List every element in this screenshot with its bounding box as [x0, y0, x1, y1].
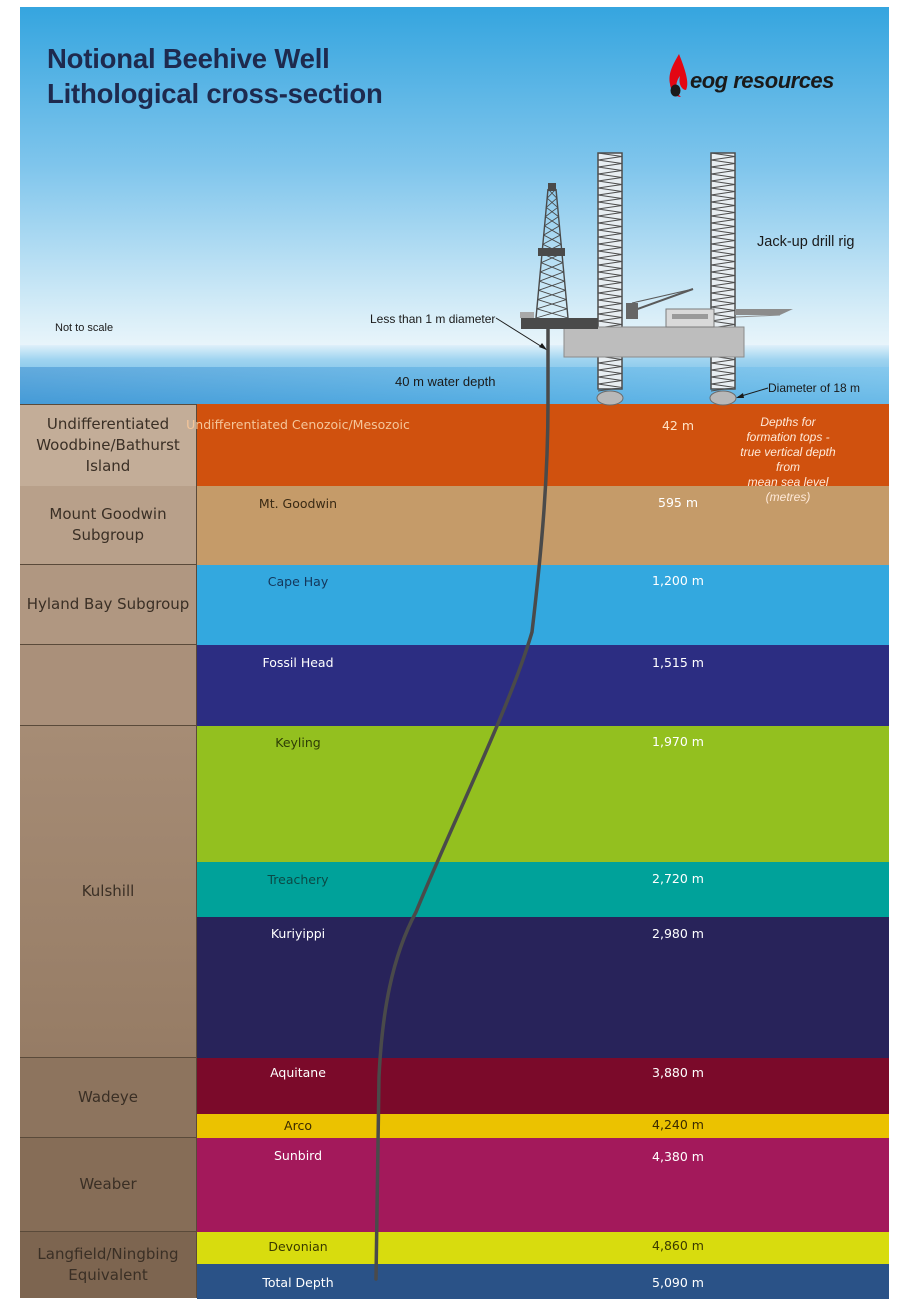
- rig-hull: [563, 326, 745, 358]
- formation-name-keyling: Keyling: [275, 735, 321, 750]
- formation-depth-undifferentiated: 42 m: [661, 418, 695, 433]
- formation-depth-arco: 4,240 m: [652, 1117, 704, 1132]
- layer-devonian: [197, 1232, 889, 1264]
- formation-name-sunbird: Sunbird: [273, 1148, 323, 1163]
- layer-keyling: [197, 726, 889, 862]
- depth-note: Depths for formation tops - true vertica…: [740, 415, 836, 504]
- rig-crane: [631, 288, 694, 312]
- layer-undifferentiated: [197, 404, 889, 486]
- formation-name-aquitane: Aquitane: [270, 1065, 326, 1080]
- formation-name-treachery: Treachery: [267, 872, 329, 887]
- cross-section-frame: Notional Beehive Well Lithological cross…: [20, 7, 889, 1299]
- leg-diameter-label: Diameter of 18 m: [768, 381, 861, 395]
- group-woodbine: Undifferentiated Woodbine/Bathurst Islan…: [20, 404, 197, 487]
- layer-sunbird: [197, 1138, 889, 1232]
- flame-icon: [669, 54, 688, 97]
- layer-cape-hay: [197, 565, 889, 645]
- rig-leg-right: [709, 152, 737, 406]
- formation-depth-sunbird: 4,380 m: [652, 1149, 704, 1164]
- group-mount-goodwin: Mount Goodwin Subgroup: [20, 486, 197, 565]
- well-bore-path: [374, 325, 550, 1281]
- formation-depth-keyling: 1,970 m: [652, 734, 704, 749]
- layer-fossil-head: [197, 645, 889, 726]
- layer-arco: [197, 1114, 889, 1138]
- formation-depth-cape-hay: 1,200 m: [652, 573, 704, 588]
- formation-name-kuriyippi: Kuriyippi: [270, 926, 326, 941]
- formation-depth-devonian: 4,860 m: [652, 1238, 704, 1253]
- group-unnamed: [20, 645, 197, 726]
- rig-leg-left: [596, 152, 624, 406]
- page-title-line1: Notional Beehive Well: [47, 43, 330, 74]
- rig-helideck: [735, 309, 793, 315]
- logo-text: eog resources: [690, 68, 834, 93]
- formation-name-arco: Arco: [284, 1118, 312, 1133]
- sea-band: [20, 367, 889, 404]
- formation-name-total-depth: Total Depth: [262, 1275, 334, 1290]
- formation-depth-aquitane: 3,880 m: [652, 1065, 704, 1080]
- layer-treachery: [197, 862, 889, 917]
- layer-kuriyippi: [197, 917, 889, 1058]
- group-hyland-bay: Hyland Bay Subgroup: [20, 565, 197, 645]
- formation-depth-fossil-head: 1,515 m: [652, 655, 704, 670]
- eog-logo: eog resources: [666, 52, 866, 102]
- rig-and-well-scene: [374, 152, 793, 1281]
- formation-depth-mt-goodwin: 595 m: [657, 495, 699, 510]
- pipe-diameter-label: Less than 1 m diameter: [370, 312, 496, 326]
- formation-name-cape-hay: Cape Hay: [267, 574, 329, 589]
- page-title-line2: Lithological cross-section: [47, 78, 383, 109]
- formation-name-mt-goodwin: Mt. Goodwin: [258, 496, 338, 511]
- group-kulshill: Kulshill: [20, 726, 197, 1058]
- rig-drill-floor: [521, 318, 598, 329]
- formation-name-devonian: Devonian: [268, 1239, 328, 1254]
- layer-aquitane: [197, 1058, 889, 1114]
- group-langfield: Langfield/Ningbing Equivalent: [20, 1232, 197, 1298]
- group-wadeye: Wadeye: [20, 1058, 197, 1138]
- layer-total-depth: [197, 1264, 889, 1299]
- not-to-scale-label: Not to scale: [55, 322, 114, 334]
- rig-label: Jack-up drill rig: [757, 234, 855, 250]
- pipe-pointer: [495, 317, 548, 351]
- formation-name-undifferentiated: Undifferentiated Cenozoic/Mesozoic: [186, 417, 410, 432]
- water-depth-label: 40 m water depth: [395, 374, 496, 389]
- formation-name-fossil-head: Fossil Head: [262, 655, 334, 670]
- formation-depth-total-depth: 5,090 m: [652, 1275, 704, 1290]
- formation-depth-kuriyippi: 2,980 m: [652, 926, 704, 941]
- group-weaber: Weaber: [20, 1138, 197, 1232]
- formation-depth-treachery: 2,720 m: [652, 871, 704, 886]
